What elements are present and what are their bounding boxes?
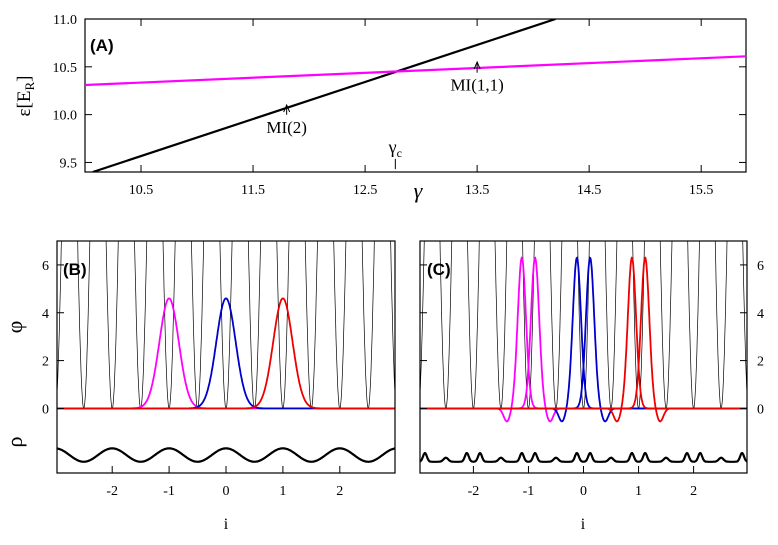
panel-a-plot xyxy=(85,19,746,172)
x-tick-label: 1 xyxy=(279,484,286,499)
panel-a-annotations: MI(2) MI(1,1) γc xyxy=(266,60,504,170)
y-tick-label: 6 xyxy=(42,259,49,274)
panel-b-plot xyxy=(57,241,395,463)
y-tick-label: 10.0 xyxy=(53,109,78,124)
density-line xyxy=(420,451,747,463)
wavefunction-line xyxy=(57,297,395,410)
x-tick-label: 0 xyxy=(223,484,230,499)
panel-b-xlabel: i xyxy=(224,516,229,533)
panel-a-ticks: 10.5 11.5 12.5 13.5 14.5 15.5 9.5 10.0 10.5 11.0 xyxy=(53,13,746,198)
x-tick-label: 2 xyxy=(336,484,343,499)
panel-b-ylabel-rho: ρ xyxy=(2,436,27,447)
x-tick-label: 13.5 xyxy=(465,183,490,198)
panel-c: -2 -1 0 1 2 0 2 4 6 (C) i xyxy=(419,240,764,533)
lattice-potential-line xyxy=(57,241,395,410)
x-tick-label: 10.5 xyxy=(129,183,154,198)
y-tick-label-right: 4 xyxy=(757,307,764,322)
y-tick-label-right: 6 xyxy=(757,259,764,274)
x-tick-label: 14.5 xyxy=(577,183,602,198)
panel-a: 10.5 11.5 12.5 13.5 14.5 15.59.510.010.511.0 … xyxy=(14,13,747,203)
x-tick-label: -2 xyxy=(468,484,480,499)
wavefunction-line xyxy=(420,256,747,423)
panel-c-xlabel: i xyxy=(581,516,586,533)
wavefunction-line xyxy=(420,256,747,423)
panel-c-plot xyxy=(420,241,747,463)
annotation-label: MI(2) xyxy=(266,118,307,137)
y-tick-label-right: 0 xyxy=(757,402,764,417)
y-tick-label: 9.5 xyxy=(60,156,78,171)
series-line xyxy=(92,19,556,172)
y-tick-label: 0 xyxy=(42,402,49,417)
wavefunction-line xyxy=(420,256,747,423)
panel-c-label: (C) xyxy=(427,260,451,279)
panel-a-frame xyxy=(84,18,747,173)
wavefunction-line xyxy=(420,256,747,423)
panel-a-ylabel: ε[ER] xyxy=(14,76,37,117)
y-tick-label: 10.5 xyxy=(53,61,78,76)
x-tick-label: -1 xyxy=(163,484,175,499)
panel-b: -2 -1 0 1 2 0 2 4 6 (B) i φ ρ xyxy=(2,240,396,533)
panel-b-label: (B) xyxy=(63,260,87,279)
y-tick-label-right: 2 xyxy=(757,355,764,370)
panel-a-label: (A) xyxy=(90,36,114,55)
annotation-label: MI(1,1) xyxy=(450,76,503,95)
panel-b-frame xyxy=(56,240,396,474)
x-tick-label: -1 xyxy=(523,484,535,499)
arrow-head xyxy=(473,60,481,70)
panel-b-ylabel-phi: φ xyxy=(2,321,27,334)
panel-c-ticks: -2 -1 0 1 2 0 2 4 6 xyxy=(420,259,764,499)
panel-b-ticks: -2 -1 0 1 2 0 2 4 6 xyxy=(42,259,343,499)
x-tick-label: 15.5 xyxy=(689,183,714,198)
wavefunction-line xyxy=(420,256,747,423)
x-tick-label: 11.5 xyxy=(241,183,265,198)
arrow-head xyxy=(283,103,291,113)
x-tick-label: 0 xyxy=(580,484,587,499)
x-tick-label: 2 xyxy=(690,484,697,499)
annotation-label: γc xyxy=(388,137,402,160)
x-tick-label: 12.5 xyxy=(353,183,378,198)
x-tick-label: 1 xyxy=(635,484,642,499)
density-line xyxy=(57,447,395,463)
wavefunction-line xyxy=(420,256,747,423)
panel-a-xlabel: γ xyxy=(414,178,424,203)
x-tick-label: -2 xyxy=(106,484,118,499)
series-line xyxy=(85,55,746,87)
y-tick-label: 11.0 xyxy=(53,13,77,28)
y-tick-label: 2 xyxy=(42,355,49,370)
y-tick-label: 4 xyxy=(42,307,49,322)
